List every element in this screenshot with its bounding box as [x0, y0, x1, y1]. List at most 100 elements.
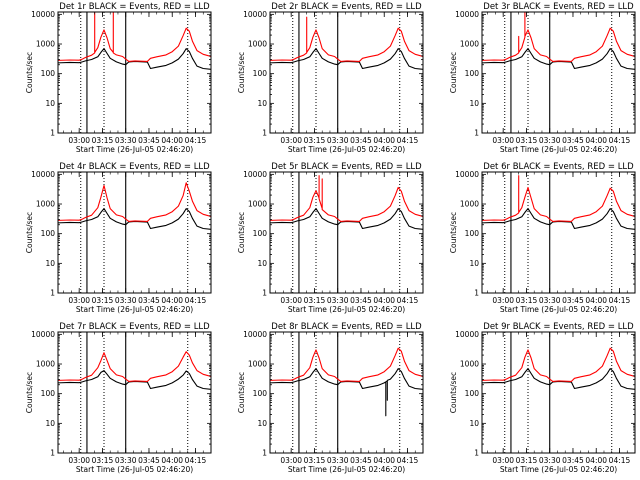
y-tick-label: 10 [45, 99, 55, 108]
x-axis-label: Start Time (26-Jul-05 02:46:20) [288, 305, 405, 314]
y-tick-label: 10 [257, 419, 267, 428]
y-axis-label: Counts/sec [449, 52, 458, 93]
chart-panel-6: Det 6r BLACK = Events, RED = LLD 1 10 100 10… [449, 162, 636, 314]
y-axis-label: Counts/sec [25, 52, 34, 93]
lld-series-line [482, 12, 635, 62]
x-axis-ticks [275, 172, 424, 293]
x-tick-label: 03:00 [68, 136, 90, 145]
chart-panel-4: Det 4r BLACK = Events, RED = LLD 1 10 100 10… [25, 162, 212, 314]
marker-lines [292, 172, 401, 293]
x-tick-label: 04:00 [585, 136, 607, 145]
y-axis-label: Counts/sec [237, 372, 246, 413]
chart-panel-7: Det 7r BLACK = Events, RED = LLD 1 10 100 10… [25, 322, 212, 474]
plot-frame [269, 331, 424, 454]
x-tick-label: 03:15 [92, 136, 114, 145]
panel-title: Det 6r BLACK = Events, RED = LLD [483, 162, 634, 172]
series-group [58, 351, 211, 390]
y-tick-label: 10 [469, 99, 479, 108]
lld-series-line [270, 175, 423, 222]
x-tick-label: 03:30 [539, 296, 561, 305]
x-tick-label: 03:45 [138, 136, 160, 145]
x-tick-label: 03:00 [68, 296, 90, 305]
marker-lines [504, 12, 613, 133]
chart-panel-8: Det 8r BLACK = Events, RED = LLD 1 10 100 10… [237, 322, 424, 474]
y-tick-label: 1000 [36, 360, 55, 369]
x-tick-label: 03:00 [492, 296, 514, 305]
y-tick-label: 10000 [243, 10, 267, 19]
x-axis-label: Start Time (26-Jul-05 02:46:20) [288, 145, 405, 154]
y-tick-label: 1000 [248, 200, 267, 209]
lld-series-line [58, 182, 211, 222]
y-tick-label: 10 [45, 419, 55, 428]
x-tick-label: 03:15 [92, 296, 114, 305]
chart-panel-3: Det 3r BLACK = Events, RED = LLD 1 10 100 10… [449, 2, 636, 154]
x-tick-label: 04:15 [397, 296, 419, 305]
x-tick-label: 03:30 [539, 136, 561, 145]
panel-title: Det 1r BLACK = Events, RED = LLD [59, 2, 210, 12]
y-tick-label: 1 [50, 449, 55, 458]
x-tick-label: 03:15 [516, 136, 538, 145]
y-tick-label: 10000 [31, 170, 55, 179]
events-series-line [270, 368, 423, 417]
y-tick-label: 10000 [31, 330, 55, 339]
y-axis-ticks [270, 333, 423, 454]
x-axis-label: Start Time (26-Jul-05 02:46:20) [288, 465, 405, 474]
marker-lines [80, 172, 189, 293]
x-tick-label: 04:15 [185, 296, 207, 305]
x-tick-label: 03:45 [562, 456, 584, 465]
plot-frame [481, 331, 636, 454]
x-tick-label: 04:00 [585, 456, 607, 465]
y-tick-label: 100 [465, 229, 480, 238]
y-tick-label: 1 [474, 129, 479, 138]
y-tick-label: 1000 [248, 360, 267, 369]
x-axis-label: Start Time (26-Jul-05 02:46:20) [76, 465, 193, 474]
x-tick-label: 03:00 [492, 136, 514, 145]
x-axis-ticks [487, 172, 636, 293]
y-tick-label: 1000 [460, 200, 479, 209]
x-axis-ticks [487, 12, 636, 133]
x-tick-label: 03:45 [562, 296, 584, 305]
series-group [482, 347, 635, 390]
y-tick-label: 100 [253, 69, 268, 78]
panel-title: Det 2r BLACK = Events, RED = LLD [271, 2, 422, 12]
y-tick-label: 1 [262, 449, 267, 458]
y-tick-label: 10000 [455, 330, 479, 339]
x-tick-label: 03:30 [115, 136, 137, 145]
x-axis-label: Start Time (26-Jul-05 02:46:20) [76, 145, 193, 154]
y-tick-label: 1 [262, 129, 267, 138]
x-axis-ticks [487, 332, 636, 453]
y-tick-label: 100 [253, 229, 268, 238]
plot-frame [57, 11, 212, 134]
series-group [58, 182, 211, 230]
y-axis-ticks [58, 173, 211, 294]
y-tick-label: 100 [41, 389, 56, 398]
y-axis-ticks [58, 13, 211, 134]
series-group [58, 12, 211, 70]
marker-lines [80, 12, 189, 133]
panel-title: Det 3r BLACK = Events, RED = LLD [483, 2, 634, 12]
y-tick-label: 1000 [36, 40, 55, 49]
x-tick-label: 03:45 [350, 296, 372, 305]
y-tick-label: 1 [50, 129, 55, 138]
x-tick-label: 03:30 [327, 296, 349, 305]
y-tick-label: 100 [41, 229, 56, 238]
y-axis-label: Counts/sec [449, 372, 458, 413]
x-tick-label: 04:15 [185, 456, 207, 465]
x-axis-ticks [63, 332, 212, 453]
lld-series-line [58, 12, 211, 62]
y-tick-label: 1000 [248, 40, 267, 49]
x-axis-label: Start Time (26-Jul-05 02:46:20) [500, 305, 617, 314]
y-tick-label: 100 [253, 389, 268, 398]
x-tick-label: 03:15 [304, 136, 326, 145]
y-axis-ticks [270, 13, 423, 134]
series-group [270, 175, 423, 230]
x-tick-label: 03:15 [516, 296, 538, 305]
series-group [482, 12, 635, 70]
x-axis-ticks [63, 172, 212, 293]
plot-frame [57, 331, 212, 454]
lld-series-line [270, 347, 423, 382]
y-tick-label: 10 [469, 419, 479, 428]
x-axis-ticks [275, 12, 424, 133]
panel-title: Det 8r BLACK = Events, RED = LLD [271, 322, 422, 332]
